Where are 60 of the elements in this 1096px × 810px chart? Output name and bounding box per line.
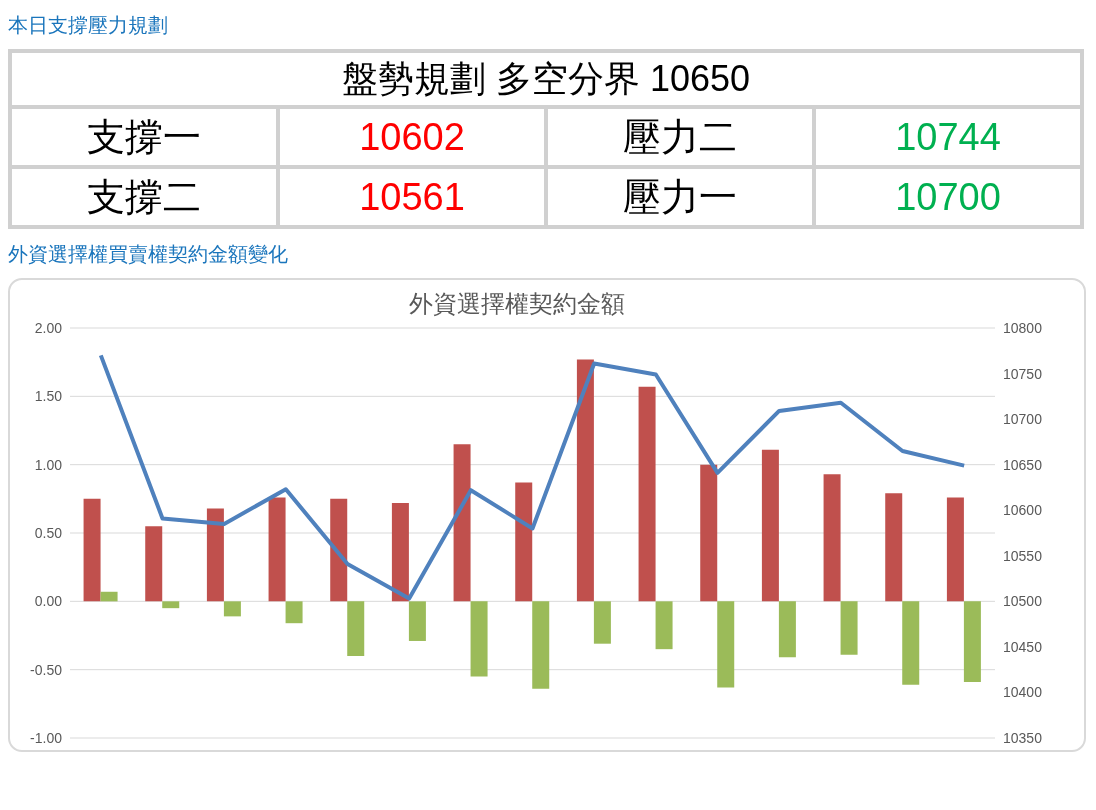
y2-tick-label: 10700: [1003, 411, 1043, 428]
bar: [840, 601, 858, 655]
line-series: [98, 353, 967, 601]
text: 支撐一: [10, 107, 278, 167]
bar: [347, 601, 365, 656]
bar: [162, 601, 180, 609]
chart-subtitle: 外資選擇權契約金額: [408, 289, 626, 319]
text: 支撐二: [10, 167, 278, 227]
text: 10602: [278, 107, 546, 167]
text: 10700: [814, 167, 1082, 227]
text: 壓力二: [546, 107, 814, 167]
y-tick-label: -0.50: [30, 661, 63, 678]
y2-tick-label: 10550: [1003, 547, 1043, 564]
bar: [717, 601, 735, 688]
bar: [268, 497, 286, 602]
bar: [946, 497, 964, 602]
bar: [593, 601, 611, 644]
bar: [408, 601, 426, 641]
y-tick-label: 2.00: [34, 319, 63, 336]
bar: [515, 482, 533, 602]
y-tick-label: 1.00: [34, 456, 63, 473]
text: 10561: [278, 167, 546, 227]
bar: [206, 508, 224, 602]
bar: [761, 449, 779, 602]
text: 壓力一: [546, 167, 814, 227]
bar: [902, 601, 920, 685]
bar: [330, 498, 348, 602]
bar: [823, 474, 841, 602]
y2-tick-label: 10650: [1003, 456, 1043, 473]
bar: [963, 601, 981, 682]
y-tick-label: 0.50: [34, 524, 63, 541]
y2-tick-label: 10400: [1003, 684, 1043, 701]
chart-title: 外資選擇權買賣權契約金額變化: [8, 242, 289, 267]
bar: [453, 444, 471, 602]
bar: [83, 498, 101, 602]
bar: [391, 502, 409, 602]
bar: [638, 386, 656, 602]
bar: [778, 601, 796, 658]
text: 10744: [814, 107, 1082, 167]
bar: [700, 464, 718, 602]
y2-tick-label: 10350: [1003, 729, 1043, 746]
bar: [145, 526, 163, 602]
y-tick-label: -1.00: [30, 729, 63, 746]
bar: [223, 601, 241, 617]
y-tick-label: 1.50: [34, 388, 63, 405]
y2-tick-label: 10600: [1003, 502, 1043, 519]
text: 盤勢規劃 多空分界 10650: [10, 51, 1082, 107]
bar: [885, 493, 903, 602]
y2-tick-label: 10450: [1003, 638, 1043, 655]
bar: [576, 359, 594, 602]
y-tick-label: 0.00: [34, 593, 63, 610]
text: 本日支撐壓力規劃: [8, 13, 169, 38]
bar: [470, 601, 488, 677]
bar: [285, 601, 303, 624]
y2-tick-label: 10750: [1003, 365, 1043, 382]
bar: [100, 591, 118, 602]
y2-tick-label: 10500: [1003, 593, 1043, 610]
y2-tick-label: 10800: [1003, 319, 1043, 336]
bar: [532, 601, 550, 689]
bar: [655, 601, 673, 650]
